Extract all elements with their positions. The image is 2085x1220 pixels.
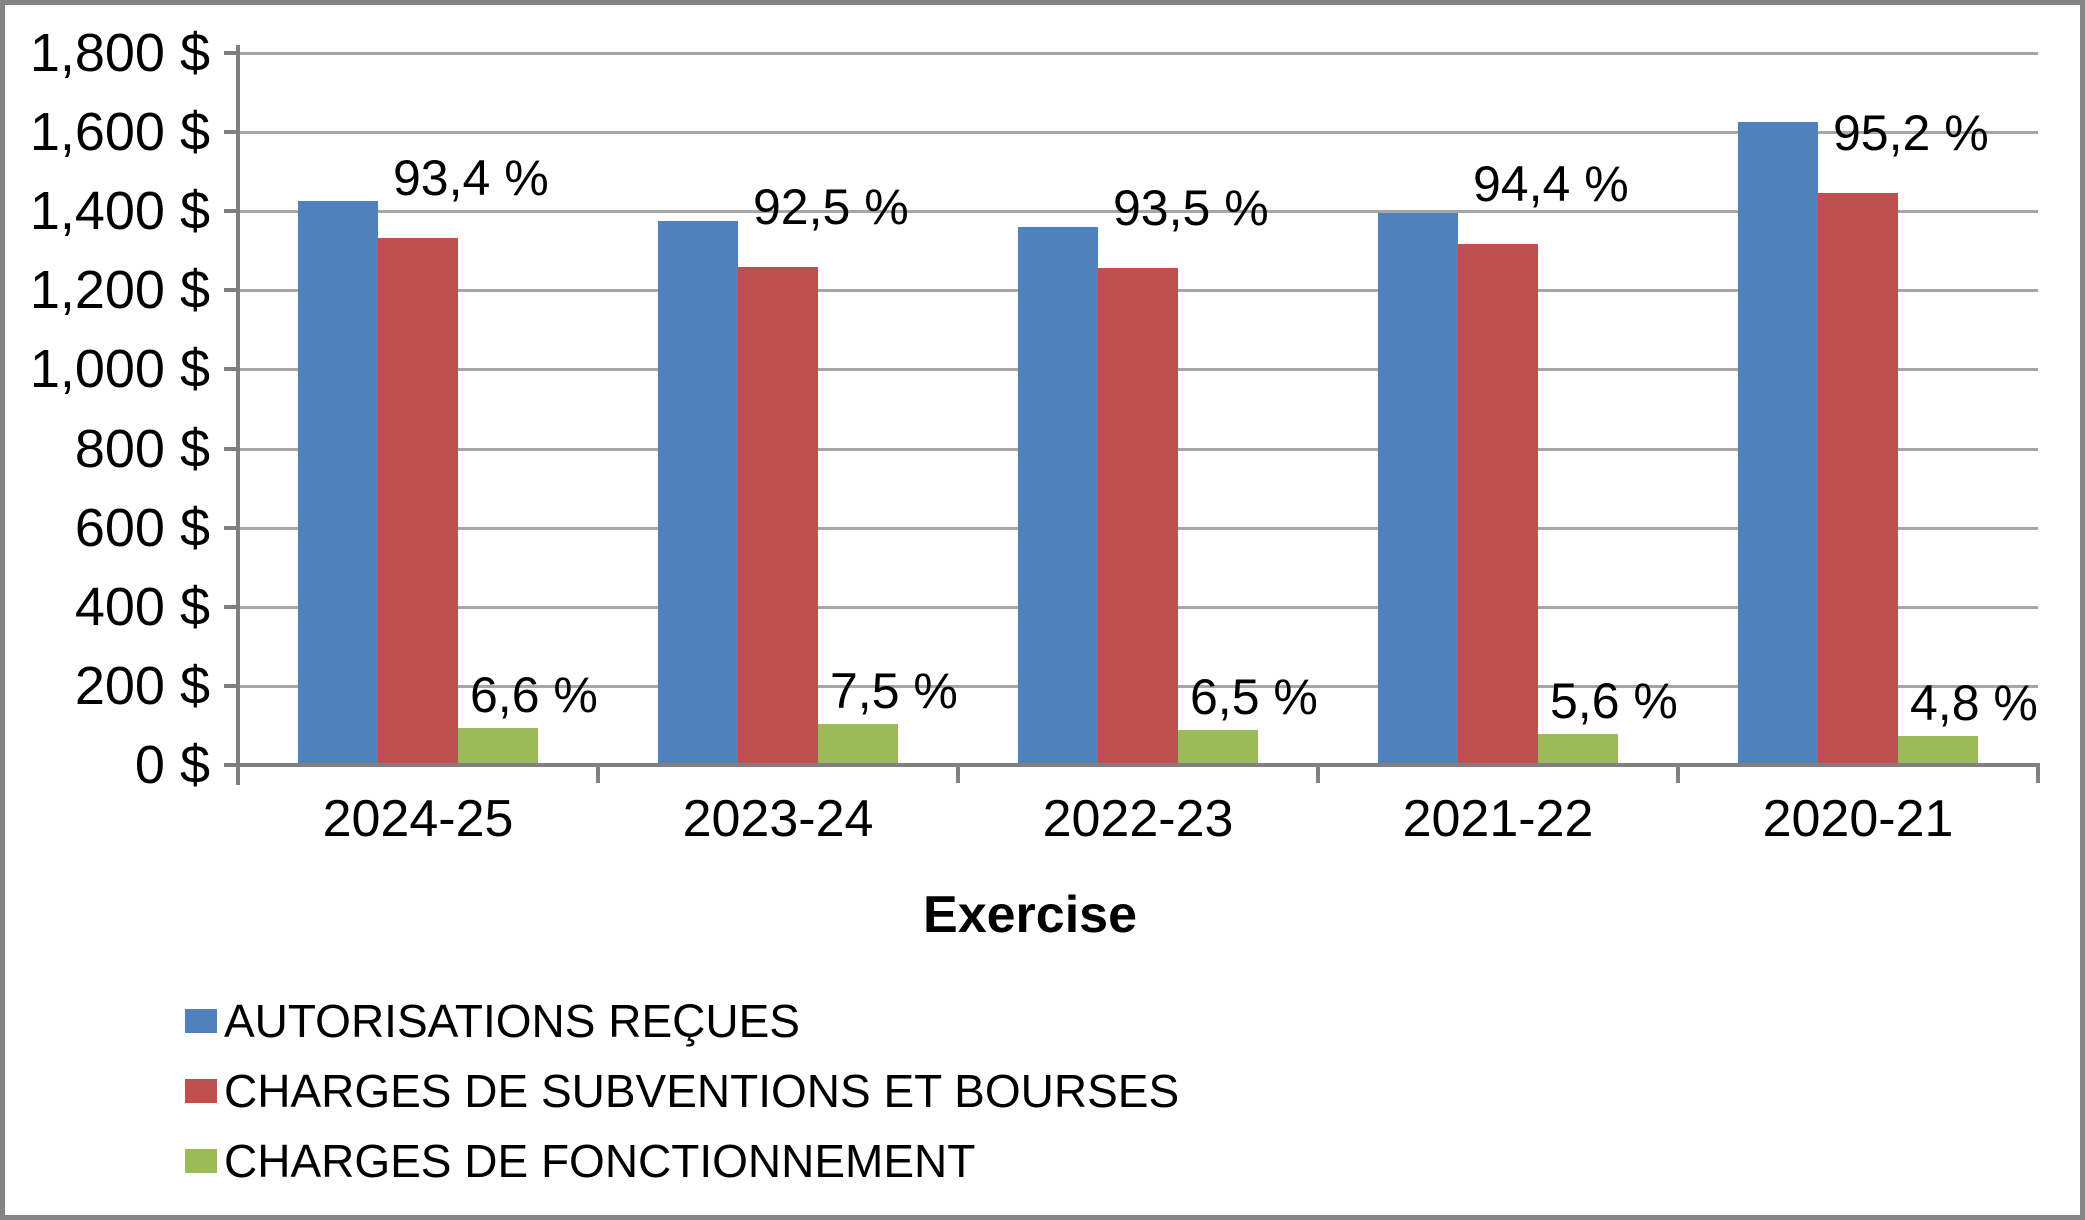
y-axis-tick [224, 525, 238, 530]
legend-label-fonctionnement: CHARGES DE FONCTIONNEMENT [224, 1135, 976, 1187]
bar-autorisations-2022-23 [1018, 227, 1098, 765]
x-axis-tick [2036, 765, 2040, 783]
percent-label-fonctionnement-2023-24: 7,5 % [830, 663, 958, 720]
y-axis-tick-label: 200 $ [74, 655, 210, 716]
percent-label-fonctionnement-2024-25: 6,6 % [470, 666, 598, 723]
legend-marker-subventions [185, 1079, 217, 1103]
y-axis-tick [224, 683, 238, 688]
legend-item-autorisations: AUTORISATIONS REÇUES [185, 993, 800, 1049]
x-axis-label-2021-22: 2021-22 [1402, 790, 1594, 848]
legend-label-autorisations: AUTORISATIONS REÇUES [224, 995, 800, 1047]
bar-subventions-2020-21 [1818, 192, 1898, 765]
y-axis-tick-label: 1,800 $ [29, 23, 210, 83]
y-axis-tick [224, 209, 238, 214]
percent-label-subventions-2020-21: 95,2 % [1833, 104, 1989, 161]
percent-label-fonctionnement-2021-22: 5,6 % [1550, 673, 1678, 730]
y-axis-tick [224, 763, 238, 767]
y-axis-line [236, 45, 240, 785]
x-axis-tick [1316, 765, 1320, 783]
percent-label-fonctionnement-2020-21: 4,8 % [1910, 675, 2038, 732]
x-axis-tick [1676, 765, 1680, 783]
y-axis-tick [224, 130, 238, 135]
gridline [238, 131, 2038, 135]
bar-autorisations-2020-21 [1738, 122, 1818, 765]
y-axis-tick-label: 1,200 $ [29, 260, 210, 321]
legend-item-subventions: CHARGES DE SUBVENTIONS ET BOURSES [185, 1063, 1179, 1119]
y-axis-tick-label: 1,400 $ [29, 181, 210, 242]
bar-fonctionnement-2024-25 [458, 727, 538, 765]
x-axis-tick [596, 765, 600, 783]
legend-item-fonctionnement: CHARGES DE FONCTIONNEMENT [185, 1133, 975, 1189]
percent-label-subventions-2021-22: 94,4 % [1473, 155, 1629, 212]
bar-fonctionnement-2022-23 [1178, 730, 1258, 765]
y-axis-tick [224, 288, 238, 293]
bar-fonctionnement-2020-21 [1898, 736, 1978, 765]
bar-subventions-2024-25 [378, 237, 458, 765]
percent-label-subventions-2024-25: 93,4 % [393, 149, 549, 206]
gridline [238, 52, 2038, 55]
x-axis-label-2023-24: 2023-24 [682, 790, 874, 848]
x-axis-title: Exercise [923, 886, 1137, 944]
x-axis-tick [236, 765, 240, 783]
legend-marker-fonctionnement [185, 1149, 217, 1173]
y-axis-tick [224, 446, 238, 451]
x-axis-label-2020-21: 2020-21 [1762, 790, 1954, 848]
percent-label-fonctionnement-2022-23: 6,5 % [1190, 669, 1318, 726]
percent-label-subventions-2023-24: 92,5 % [753, 178, 909, 235]
bar-subventions-2023-24 [738, 266, 818, 765]
y-axis-tick-label: 400 $ [74, 576, 210, 637]
x-axis-tick [956, 765, 960, 783]
bar-autorisations-2021-22 [1378, 213, 1458, 765]
bar-fonctionnement-2023-24 [818, 724, 898, 765]
y-axis-tick-label: 800 $ [74, 418, 210, 479]
y-axis-tick-label: 1,600 $ [29, 102, 210, 163]
y-axis-tick [224, 51, 238, 55]
x-axis-label-2022-23: 2022-23 [1042, 790, 1234, 848]
legend-label-subventions: CHARGES DE SUBVENTIONS ET BOURSES [224, 1065, 1180, 1117]
gridline [238, 210, 2038, 214]
y-axis-tick-label: 1,000 $ [29, 339, 210, 400]
y-axis-tick-label: 600 $ [74, 497, 210, 558]
column-chart-plot-area: 1,800 $ 1,600 $ 1,400 $ 1,200 $ 1,000 $ 800 $… [5, 5, 2080, 885]
bar-autorisations-2023-24 [658, 221, 738, 765]
bar-subventions-2021-22 [1458, 243, 1538, 765]
x-axis-label-2024-25: 2024-25 [322, 790, 514, 848]
bar-autorisations-2024-25 [298, 201, 378, 765]
x-axis-line [236, 763, 2040, 767]
y-axis-tick [224, 604, 238, 609]
y-axis-tick-label: 0 $ [134, 735, 210, 795]
bar-fonctionnement-2021-22 [1538, 734, 1618, 765]
y-axis-tick [224, 367, 238, 372]
bar-subventions-2022-23 [1098, 268, 1178, 765]
legend-marker-autorisations [185, 1009, 217, 1033]
percent-label-subventions-2022-23: 93,5 % [1113, 180, 1269, 237]
